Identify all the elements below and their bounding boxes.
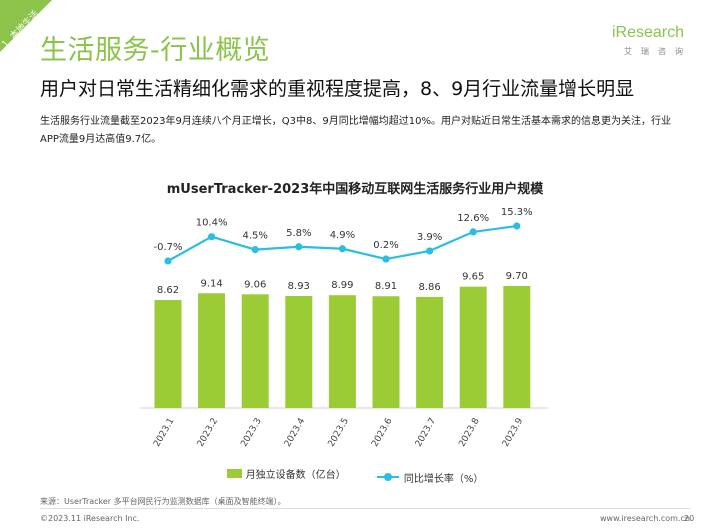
page-description: 生活服务行业流量截至2023年9月连续八个月正增长，Q3中8、9月同比增幅均超过… [40,116,671,145]
x-tick-label: 2023.9 [501,416,526,449]
bar-label: 8.93 [288,281,310,292]
bar-label: 8.99 [331,280,353,291]
chart-legend: 月独立设备数（亿台） 同比增长率（%） [0,466,710,485]
bar [198,293,226,408]
bar-label: 9.06 [244,279,266,290]
x-tick-label: 2023.3 [239,417,263,449]
bar-label: 8.86 [418,282,440,293]
footer-divider [40,508,690,509]
bar [285,295,313,408]
x-tick-label: 2023.4 [283,416,308,449]
x-tick-label: 2023.7 [414,417,438,449]
logo-subtext: 艾瑞咨询 [624,47,692,56]
line-label: 3.9% [417,232,442,243]
chart-title: mUserTracker-2023年中国移动互联网生活服务行业用户规模 [166,182,544,197]
line-point [208,233,216,241]
bar [459,286,487,408]
line-point [164,257,172,265]
bar [154,300,182,408]
website-link[interactable]: www.iresearch.com.cn [600,514,690,523]
source-note: 来源：UserTracker 多平台网民行为监测数据库（桌面及智能终端）。 [40,497,286,506]
x-tick-label: 2023.6 [370,416,395,449]
bar-label: 9.70 [506,271,528,282]
bar-label: 9.14 [200,278,222,289]
line-label: 4.5% [242,231,267,242]
legend-bar-label: 月独立设备数（亿台） [245,470,346,481]
line-label: 15.3% [501,207,533,218]
line-point [513,222,521,230]
legend-bar-swatch [226,469,242,478]
bar [416,296,444,408]
line-point [382,255,390,263]
page-number: 20 [684,514,695,523]
bar-label: 9.65 [462,272,484,283]
line-label: 12.6% [457,213,489,224]
x-tick-label: 2023.5 [327,417,351,449]
line-label: 4.9% [330,230,355,241]
x-tick-label: 2023.2 [196,417,220,449]
line-point [251,246,259,254]
page-title: 生活服务-行业概览 [40,35,271,66]
legend-item-line: 同比增长率（%） [376,470,484,485]
bar-label: 8.91 [375,281,397,292]
x-tick-label: 2023.8 [457,416,482,449]
line-label: 0.2% [373,240,398,251]
line-point [338,245,346,253]
copyright: ©2023.11 iResearch Inc. [40,514,140,523]
bar-label: 8.62 [157,285,179,296]
legend-line-swatch [376,473,399,481]
page-subtitle: 用户对日常生活精细化需求的重视程度提高，8、9月行业流量增长明显 [40,78,635,100]
iresearch-logo: iResearch 艾瑞咨询 [610,22,690,62]
line-point [426,247,434,255]
bar [328,295,356,408]
bar [241,294,269,408]
line-point [295,243,303,251]
logo-text: iResearch [612,24,685,41]
bar [503,286,531,408]
x-tick-label: 2023.1 [152,417,176,449]
bar [372,296,400,408]
line-point [469,228,477,236]
line-label: 10.4% [196,218,228,229]
ribbon-shape [0,0,52,52]
legend-item-bar: 月独立设备数（亿台） [226,466,346,481]
line-label: -0.7% [153,242,182,253]
line-label: 5.8% [286,228,311,239]
legend-line-label: 同比增长率（%） [403,473,484,485]
